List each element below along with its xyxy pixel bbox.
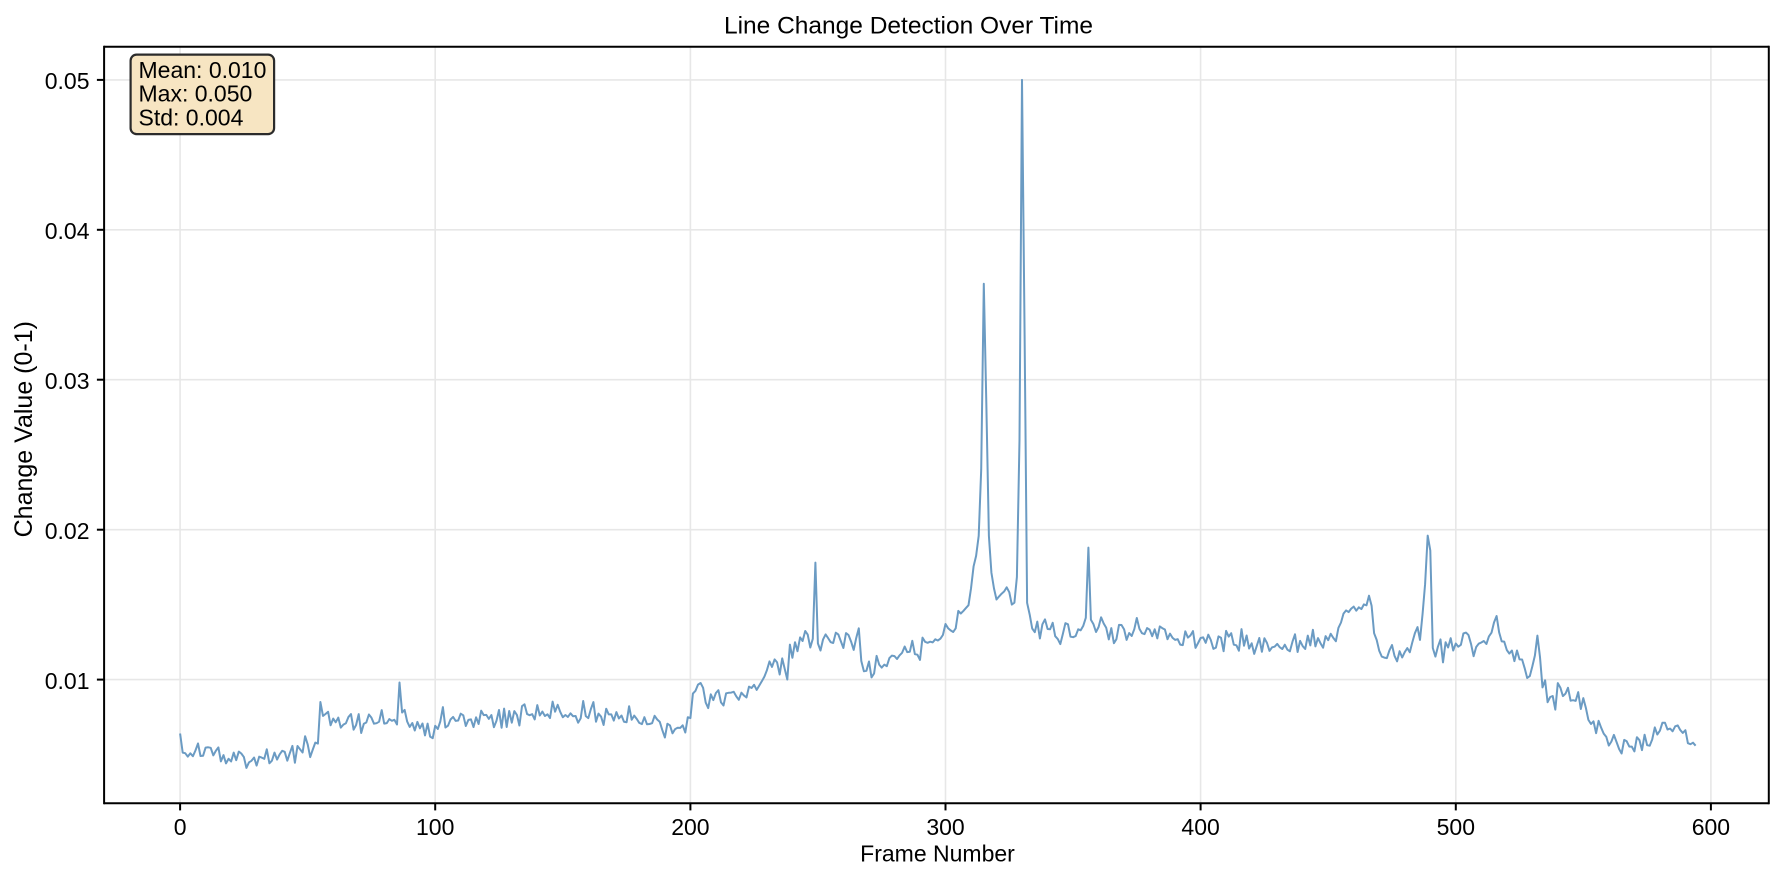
svg-text:Mean: 0.010: Mean: 0.010 xyxy=(139,57,267,83)
svg-text:0.02: 0.02 xyxy=(45,518,90,544)
svg-text:600: 600 xyxy=(1692,814,1730,840)
svg-text:0.01: 0.01 xyxy=(45,668,90,694)
svg-text:300: 300 xyxy=(926,814,964,840)
svg-text:200: 200 xyxy=(671,814,709,840)
svg-text:0.05: 0.05 xyxy=(45,68,90,94)
svg-text:500: 500 xyxy=(1437,814,1475,840)
svg-text:Line Change Detection Over Tim: Line Change Detection Over Time xyxy=(724,13,1093,40)
svg-text:0.03: 0.03 xyxy=(45,368,90,394)
svg-text:Max: 0.050: Max: 0.050 xyxy=(139,81,253,107)
svg-text:400: 400 xyxy=(1181,814,1219,840)
svg-text:Std: 0.004: Std: 0.004 xyxy=(139,104,244,130)
svg-text:0.04: 0.04 xyxy=(45,218,90,244)
svg-text:Frame Number: Frame Number xyxy=(860,841,1015,867)
svg-text:0: 0 xyxy=(174,814,187,840)
svg-text:Change Value (0-1): Change Value (0-1) xyxy=(10,321,38,537)
svg-text:100: 100 xyxy=(416,814,454,840)
